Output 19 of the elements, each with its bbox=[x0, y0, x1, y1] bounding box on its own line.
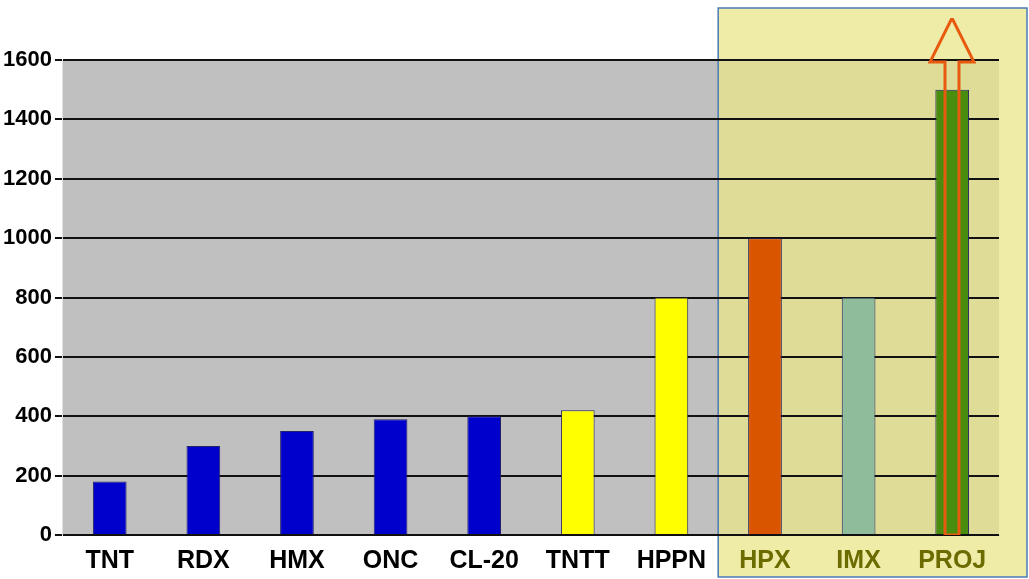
x-tick-label: RDX bbox=[176, 544, 231, 573]
y-tick-label: 600 bbox=[15, 342, 52, 368]
x-tick-label: CL-20 bbox=[449, 544, 519, 573]
x-tick-label: HMX bbox=[269, 544, 326, 573]
x-tick-label: IMX bbox=[836, 544, 882, 573]
y-tick-label: 0 bbox=[39, 521, 52, 547]
y-tick-label: 1200 bbox=[2, 164, 52, 190]
x-tick-label: TNTT bbox=[545, 544, 610, 573]
y-tick-label: 200 bbox=[15, 461, 52, 487]
x-tick-label: HPX bbox=[739, 544, 792, 573]
y-tick-label: 800 bbox=[15, 283, 52, 309]
y-tick-label: 1600 bbox=[2, 46, 52, 72]
y-tick-label: 1400 bbox=[2, 105, 52, 131]
x-tick-label: PROJ bbox=[918, 544, 987, 573]
y-tick-label: 1000 bbox=[2, 224, 52, 250]
x-tick-label: HPPN bbox=[636, 544, 707, 573]
x-tick-label: ONC bbox=[362, 544, 419, 573]
y-tick-label: 400 bbox=[15, 402, 52, 428]
x-tick-label: TNT bbox=[85, 544, 135, 573]
